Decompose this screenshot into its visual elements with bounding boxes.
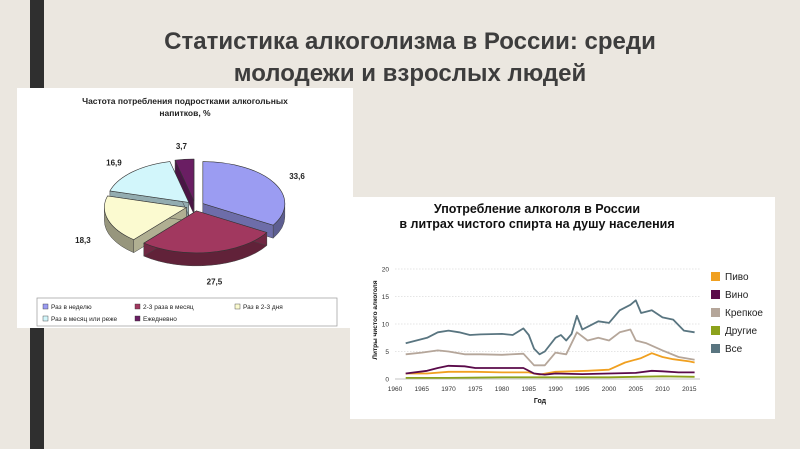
series-line <box>405 299 695 356</box>
line-legend-swatch <box>711 272 720 281</box>
y-tick-label: 15 <box>382 294 390 301</box>
line-legend-swatch <box>711 308 720 317</box>
line-chart: Употребление алкоголя в России в литрах … <box>372 202 763 405</box>
y-tick-label: 0 <box>385 377 389 384</box>
pie-legend-label: 2-3 раза в месяц <box>143 304 194 311</box>
pie-value-label: 18,3 <box>75 236 91 245</box>
line-title-line2: в литрах чистого спирта на душу населени… <box>399 217 674 231</box>
line-legend-swatch <box>711 344 720 353</box>
pie-slice <box>143 210 268 254</box>
y-tick-label: 10 <box>382 322 390 329</box>
pie-legend-swatch <box>42 303 49 310</box>
series-line <box>405 375 695 379</box>
line-title-line1: Употребление алкоголя в России <box>434 202 640 216</box>
x-axis-label: Год <box>534 398 547 405</box>
x-tick-label: 2015 <box>682 386 697 393</box>
line-legend-label: Другие <box>725 326 757 337</box>
pie-legend-label: Раз в неделю <box>51 304 92 311</box>
series-line <box>405 328 695 367</box>
slide-title: Статистика алкоголизма в России: среди м… <box>90 26 730 90</box>
line-legend-swatch <box>711 290 720 299</box>
pie-slice <box>174 158 195 202</box>
pie-title-line1: Частота потребления подростками алкоголь… <box>82 96 288 106</box>
pie-slice <box>202 161 286 226</box>
series-line <box>405 364 695 376</box>
line-legend-label: Крепкое <box>725 308 763 319</box>
pie-legend-swatch <box>234 303 241 310</box>
x-tick-label: 2000 <box>602 386 617 393</box>
y-axis-label: Литры чистого алкоголя <box>372 280 379 359</box>
pie-title-line2: напитков, % <box>159 108 211 118</box>
y-tick-label: 5 <box>385 349 389 356</box>
slide-title-line1: Статистика алкоголизма в России: среди <box>164 28 656 55</box>
pie-value-label: 3,7 <box>176 142 188 151</box>
pie-legend-label: Ежедневно <box>143 316 177 323</box>
x-tick-label: 1980 <box>495 386 510 393</box>
x-tick-label: 1960 <box>388 386 403 393</box>
y-tick-label: 20 <box>382 267 390 274</box>
pie-value-label: 16,9 <box>106 158 122 167</box>
pie-legend-label: Раз в 2-3 дня <box>243 304 283 311</box>
series-line <box>405 352 695 376</box>
x-tick-label: 1970 <box>441 386 456 393</box>
pie-chart: Частота потребления подростками алкоголь… <box>36 96 338 327</box>
x-tick-label: 2005 <box>629 386 644 393</box>
pie-legend-swatch <box>134 315 141 322</box>
x-tick-label: 1995 <box>575 386 590 393</box>
pie-legend-label: Раз в месяц или реже <box>51 316 117 323</box>
x-tick-label: 1975 <box>468 386 483 393</box>
x-tick-label: 2010 <box>655 386 670 393</box>
line-legend-label: Вино <box>725 290 749 301</box>
pie-legend-box <box>36 297 338 327</box>
pie-value-label: 33,6 <box>289 172 305 181</box>
line-legend-swatch <box>711 326 720 335</box>
pie-slice <box>104 195 188 240</box>
pie-legend-swatch <box>42 315 49 322</box>
x-tick-label: 1965 <box>415 386 430 393</box>
line-legend-label: Пиво <box>725 272 749 283</box>
pie-value-label: 27,5 <box>207 278 223 287</box>
pie-legend-swatch <box>134 303 141 310</box>
pie-chart-panel: Частота потребления подростками алкоголь… <box>17 88 353 328</box>
x-tick-label: 1990 <box>548 386 563 393</box>
pie-slice <box>109 161 190 203</box>
x-tick-label: 1985 <box>522 386 537 393</box>
line-chart-panel: Употребление алкоголя в России в литрах … <box>350 197 775 419</box>
slide-title-line2: молодежи и взрослых людей <box>233 60 587 87</box>
line-legend-label: Все <box>725 344 743 355</box>
